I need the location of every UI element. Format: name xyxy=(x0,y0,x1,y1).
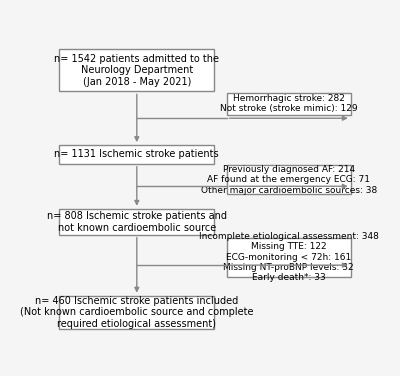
FancyBboxPatch shape xyxy=(59,50,214,91)
FancyBboxPatch shape xyxy=(59,145,214,164)
FancyBboxPatch shape xyxy=(59,296,214,329)
FancyBboxPatch shape xyxy=(227,165,351,194)
Text: n= 1542 patients admitted to the
Neurology Department
(Jan 2018 - May 2021): n= 1542 patients admitted to the Neurolo… xyxy=(54,54,219,87)
FancyBboxPatch shape xyxy=(59,209,214,235)
Text: n= 808 Ischemic stroke patients and
not known cardioembolic source: n= 808 Ischemic stroke patients and not … xyxy=(47,211,227,232)
FancyBboxPatch shape xyxy=(227,238,351,277)
Text: n= 460 Ischemic stroke patients included
(Not known cardioembolic source and com: n= 460 Ischemic stroke patients included… xyxy=(20,296,254,329)
Text: Incomplete etiological assessment: 348
Missing TTE: 122
ECG-monitoring < 72h: 16: Incomplete etiological assessment: 348 M… xyxy=(199,232,379,282)
Text: Hemorrhagic stroke: 282
Not stroke (stroke mimic): 129: Hemorrhagic stroke: 282 Not stroke (stro… xyxy=(220,94,358,114)
FancyBboxPatch shape xyxy=(227,93,351,115)
Text: n= 1131 Ischemic stroke patients: n= 1131 Ischemic stroke patients xyxy=(54,149,219,159)
Text: Previously diagnosed AF: 214
AF found at the emergency ECG: 71
Other major cardi: Previously diagnosed AF: 214 AF found at… xyxy=(200,165,377,195)
